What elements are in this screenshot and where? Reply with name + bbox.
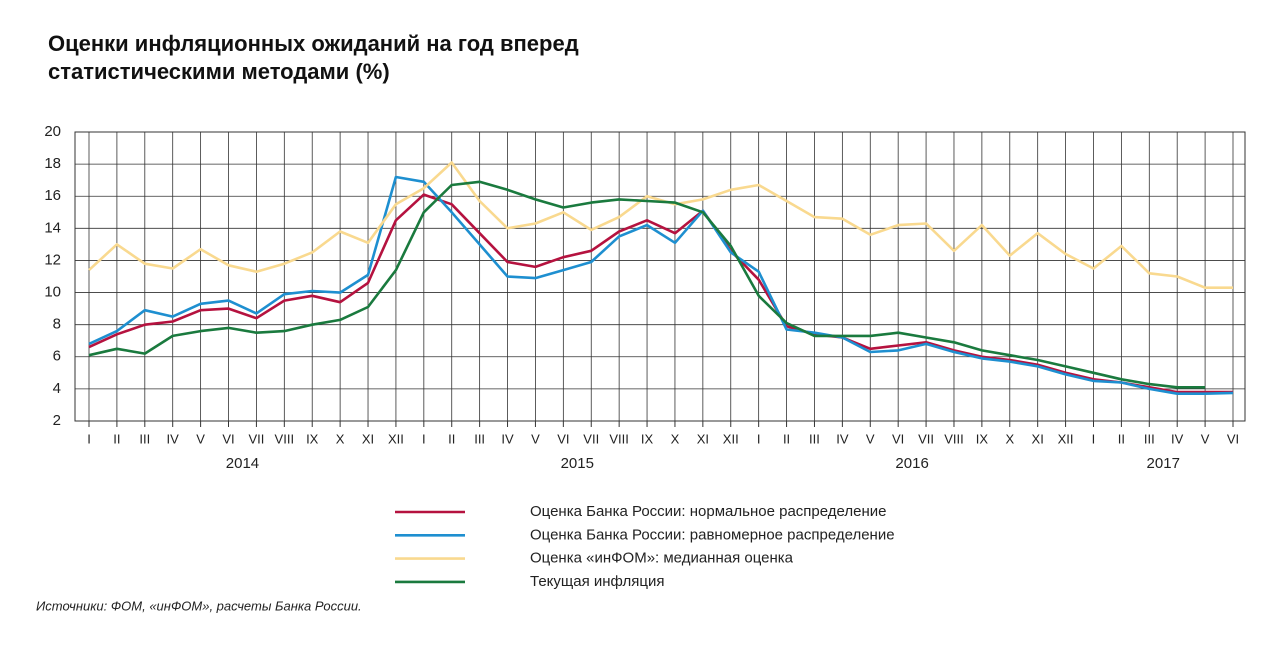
x-tick-label: XI bbox=[1032, 431, 1044, 446]
x-tick-label: I bbox=[1092, 431, 1096, 446]
year-label: 2015 bbox=[561, 455, 594, 472]
series-line bbox=[88, 180, 1206, 389]
x-tick-label: I bbox=[422, 431, 426, 446]
x-tick-label: VI bbox=[1227, 431, 1239, 446]
x-tick-label: II bbox=[113, 431, 120, 446]
legend-label: Оценка Банка России: равномерное распред… bbox=[530, 526, 895, 543]
x-tick-label: IV bbox=[167, 431, 180, 446]
x-tick-label: III bbox=[474, 431, 485, 446]
x-tick-label: IV bbox=[1171, 431, 1184, 446]
x-tick-label: V bbox=[531, 431, 540, 446]
x-tick-label: X bbox=[336, 431, 345, 446]
x-tick-label: II bbox=[448, 431, 455, 446]
chart-title: Оценки инфляционных ожиданий на год впер… bbox=[48, 31, 579, 56]
x-tick-label: VI bbox=[892, 431, 904, 446]
year-label: 2017 bbox=[1147, 455, 1180, 472]
y-tick-label: 2 bbox=[53, 412, 61, 429]
y-tick-label: 10 bbox=[44, 284, 61, 301]
x-tick-label: III bbox=[1144, 431, 1155, 446]
legend-label: Оценка Банка России: нормальное распреде… bbox=[530, 503, 886, 520]
y-tick-label: 12 bbox=[44, 251, 61, 268]
y-tick-label: 20 bbox=[44, 123, 61, 140]
y-tick-label: 18 bbox=[44, 155, 61, 172]
x-tick-label: IV bbox=[836, 431, 849, 446]
chart-title: статистическими методами (%) bbox=[48, 59, 390, 84]
x-tick-label: V bbox=[196, 431, 205, 446]
legend-label: Оценка «инФОМ»: медианная оценка bbox=[530, 550, 794, 567]
y-tick-label: 16 bbox=[44, 187, 61, 204]
year-label: 2014 bbox=[226, 455, 259, 472]
x-tick-label: VIII bbox=[944, 431, 964, 446]
x-tick-label: VIII bbox=[275, 431, 295, 446]
x-tick-label: II bbox=[783, 431, 790, 446]
x-tick-label: VII bbox=[583, 431, 599, 446]
x-tick-label: VI bbox=[557, 431, 569, 446]
x-tick-label: X bbox=[1005, 431, 1014, 446]
plot-frame bbox=[74, 131, 1246, 422]
x-tick-label: IX bbox=[641, 431, 654, 446]
x-tick-label: III bbox=[139, 431, 150, 446]
x-tick-label: X bbox=[671, 431, 680, 446]
x-tick-label: XII bbox=[723, 431, 739, 446]
x-tick-label: I bbox=[757, 431, 761, 446]
x-tick-label: V bbox=[866, 431, 875, 446]
x-tick-label: XII bbox=[1058, 431, 1074, 446]
x-tick-label: VII bbox=[918, 431, 934, 446]
y-tick-label: 14 bbox=[44, 219, 61, 236]
series-line bbox=[88, 161, 1233, 289]
series-line bbox=[88, 193, 1233, 394]
x-tick-label: VIII bbox=[609, 431, 629, 446]
legend-label: Текущая инфляция bbox=[530, 573, 665, 590]
series-line bbox=[88, 175, 1234, 395]
x-tick-label: III bbox=[809, 431, 820, 446]
x-tick-label: VII bbox=[248, 431, 264, 446]
x-tick-label: IX bbox=[976, 431, 989, 446]
y-tick-label: 6 bbox=[53, 348, 61, 365]
x-tick-label: XI bbox=[697, 431, 709, 446]
year-label: 2016 bbox=[895, 455, 928, 472]
x-tick-label: V bbox=[1201, 431, 1210, 446]
x-tick-label: VI bbox=[222, 431, 234, 446]
x-tick-label: II bbox=[1118, 431, 1125, 446]
x-tick-label: XI bbox=[362, 431, 374, 446]
x-tick-label: XII bbox=[388, 431, 404, 446]
x-tick-label: IX bbox=[306, 431, 319, 446]
x-tick-label: I bbox=[87, 431, 91, 446]
source-note: Источники: ФОМ, «инФОМ», расчеты Банка Р… bbox=[36, 598, 362, 613]
y-tick-label: 4 bbox=[53, 380, 61, 397]
x-tick-label: IV bbox=[501, 431, 514, 446]
y-tick-label: 8 bbox=[53, 316, 61, 333]
